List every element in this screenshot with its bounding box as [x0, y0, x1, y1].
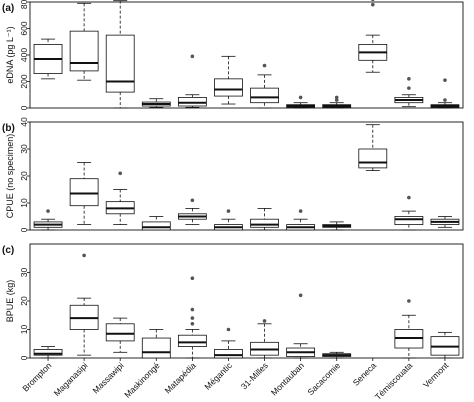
category-label-massawipi: Massawipi — [90, 360, 125, 395]
panel-c-ytick-label-0: 0 — [19, 355, 29, 360]
panel-c-label: (c) — [2, 245, 14, 256]
panel-c-brompton-box — [33, 349, 63, 356]
panel-b-ytick-label-20: 20 — [19, 171, 29, 181]
panel-c-matapedia-outlier-3 — [190, 322, 195, 326]
category-label-maskinonge: Maskinongé — [122, 360, 162, 400]
panel-c-matapedia-outlier-2 — [190, 316, 195, 320]
panel-c-ytick-label-20: 20 — [19, 296, 29, 306]
category-label-montauban: Montauban — [269, 360, 306, 397]
panel-b-brompton-outlier-0 — [46, 209, 50, 213]
panel-a-label: (a) — [2, 3, 14, 14]
panel-b-ytick-label-40: 40 — [19, 117, 29, 127]
panel-c-maskinonge-box — [141, 337, 171, 359]
panel-a-ytick-label-200: 200 — [19, 74, 29, 88]
panel-a-ytick-label-0: 0 — [19, 105, 29, 110]
panel-a-montauban-outlier-0 — [298, 95, 303, 100]
panel-b-frame — [29, 121, 464, 231]
panel-c-matapedia-outlier-0 — [190, 276, 195, 281]
category-label-vermont: Vermont — [421, 360, 451, 390]
panel-a-sacacomie-outlier-0 — [334, 98, 339, 102]
panel-c-megantic-box — [214, 349, 243, 359]
panel-c-matapedia-box — [177, 334, 207, 348]
panel-c-ylabel: BPUE (kg) — [5, 280, 15, 323]
panel-a-ytick-label-400: 400 — [19, 48, 29, 62]
panel-c-maganasipi-outlier-0 — [82, 253, 86, 258]
panel-b-seneca-box — [358, 148, 388, 169]
panel-b-maganasipi-box — [69, 178, 99, 207]
panel-c-ytick-label-10: 10 — [19, 325, 29, 335]
panel-b-megantic-outlier-0 — [226, 209, 231, 213]
panel-b-ytick-label-0: 0 — [19, 227, 29, 232]
panel-c-montauban-outlier-0 — [298, 293, 303, 298]
panel-b-ytick-label-10: 10 — [19, 198, 29, 208]
panel-a-temiscouata-outlier-0 — [407, 86, 411, 90]
panel-c-ytick-label-30: 30 — [19, 268, 29, 278]
panel-a-vermont-outlier-1 — [443, 78, 447, 82]
panel-b-montauban-outlier-0 — [298, 209, 303, 213]
panel-a-31-milles-box — [250, 87, 279, 104]
category-label-brompton: Brompton — [20, 360, 53, 393]
panel-c-megantic-outlier-0 — [226, 327, 231, 332]
panel-c-massawipi-box — [105, 323, 135, 342]
panel-c-matapedia-outlier-1 — [190, 307, 195, 312]
panel-a-temiscouata-outlier-1 — [407, 77, 411, 81]
category-label-seneca: Seneca — [351, 360, 379, 388]
panel-a-vermont-outlier-0 — [443, 98, 447, 102]
category-label-31-milles: 31-Milles — [239, 360, 270, 391]
panel-b-temiscouata-outlier-0 — [407, 195, 411, 200]
panel-b-ytick-label-30: 30 — [19, 144, 29, 154]
panel-a-seneca-outlier-0 — [370, 2, 375, 7]
panel-b-maskinonge-box — [141, 221, 171, 231]
panel-b-ylabel: CPUE (no specimen) — [5, 134, 15, 219]
panel-b-massawipi-outlier-0 — [118, 171, 123, 176]
panel-b-31-milles-box — [250, 218, 279, 228]
panel-b-temiscouata-box — [394, 216, 424, 225]
category-label-sacacomie: Sacacomie — [305, 360, 342, 397]
panel-a-ytick-label-600: 600 — [19, 21, 29, 35]
category-label-megantic: Mégantic — [202, 360, 234, 392]
category-label-matapedia: Matapédia — [163, 360, 198, 395]
panel-a-ylabel: eDNA (pg L⁻¹) — [5, 26, 15, 83]
panel-a-31-milles-outlier-0 — [262, 63, 267, 68]
panel-b-matapedia-outlier-0 — [190, 198, 195, 203]
panel-c-31-milles-outlier-0 — [262, 319, 267, 323]
panel-c-temiscouata-outlier-0 — [407, 299, 411, 303]
panel-a-megantic-box — [214, 78, 243, 97]
category-label-maganasipi: Maganasipi — [52, 360, 90, 398]
panel-a-maganasipi-box — [69, 30, 99, 72]
panel-b-label: (b) — [2, 123, 15, 134]
panel-a-massawipi-box — [105, 34, 135, 93]
panel-a-ytick-label-800: 800 — [19, 0, 29, 9]
panel-a-seneca-outlier-1 — [371, 0, 375, 2]
category-label-temiscouata: Témiscouata — [373, 360, 415, 402]
panel-a-matapedia-outlier-0 — [190, 54, 195, 59]
panel-a-sacacomie-outlier-1 — [334, 95, 339, 100]
